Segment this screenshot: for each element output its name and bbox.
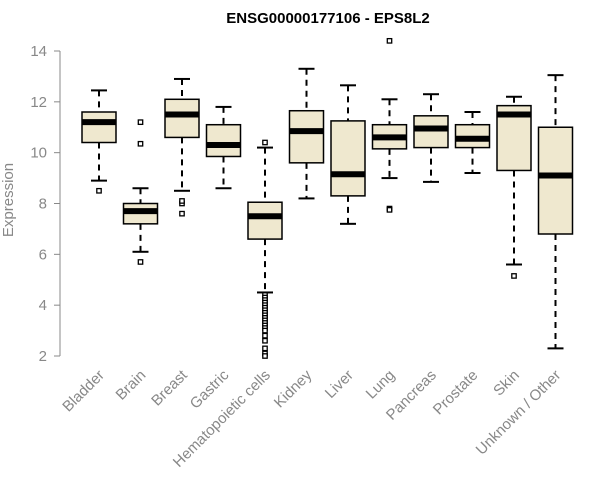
outlier-point (179, 210, 185, 217)
box-liver (330, 84, 366, 225)
iqr-box (205, 123, 242, 158)
x-category-label: Liver (322, 367, 357, 402)
iqr-box (330, 120, 366, 197)
box-unknown-other (537, 74, 574, 350)
x-category-label: Skin (490, 367, 523, 400)
y-tick-label: 10 (30, 145, 47, 162)
box-bladder (81, 89, 117, 194)
x-category-label: Brain (113, 367, 150, 404)
y-tick-label: 6 (39, 246, 47, 263)
outlier-point (179, 198, 185, 204)
x-category-label: Breast (148, 366, 191, 409)
outlier-point (262, 353, 268, 359)
box-pancreas (413, 93, 449, 183)
iqr-box (413, 115, 449, 149)
y-tick-label: 8 (39, 196, 47, 213)
iqr-box (288, 109, 325, 164)
x-category-label: Bladder (59, 367, 108, 416)
outlier-point (137, 119, 144, 126)
outlier-point (137, 259, 144, 265)
chart-title: ENSG00000177106 - EPS8L2 (226, 10, 429, 27)
outlier-point (262, 337, 268, 344)
x-category-label: Kidney (271, 366, 316, 411)
box-kidney (288, 67, 325, 200)
box-skin (496, 95, 532, 279)
box-breast (164, 77, 200, 217)
box-lung (371, 37, 408, 213)
box-gastric (205, 105, 242, 190)
x-category-label: Lung (363, 367, 399, 403)
iqr-box (247, 201, 283, 240)
x-category-label: Prostate (430, 367, 482, 419)
y-axis: 2 4 6 8 10 12 14 (30, 43, 61, 365)
outlier-point (262, 139, 268, 146)
outlier-point (137, 140, 144, 147)
y-tick-label: 14 (30, 43, 47, 60)
y-tick-label: 12 (30, 94, 47, 111)
outlier-point (96, 187, 102, 194)
y-axis-label: Expression (0, 163, 17, 237)
iqr-box (81, 111, 117, 144)
box-hematopoietic-cells (247, 139, 283, 359)
box-brain (122, 119, 159, 265)
iqr-box (164, 98, 200, 139)
outlier-point (386, 37, 393, 44)
outlier-point (262, 345, 268, 352)
outlier-point (511, 273, 517, 279)
box-prostate (454, 111, 491, 174)
outlier-point (262, 332, 268, 339)
y-tick-label: 2 (39, 348, 47, 365)
outlier-point (262, 327, 268, 334)
y-tick-label: 4 (39, 297, 47, 314)
iqr-box (537, 126, 574, 235)
outlier-point (386, 207, 393, 213)
boxes (81, 37, 574, 359)
